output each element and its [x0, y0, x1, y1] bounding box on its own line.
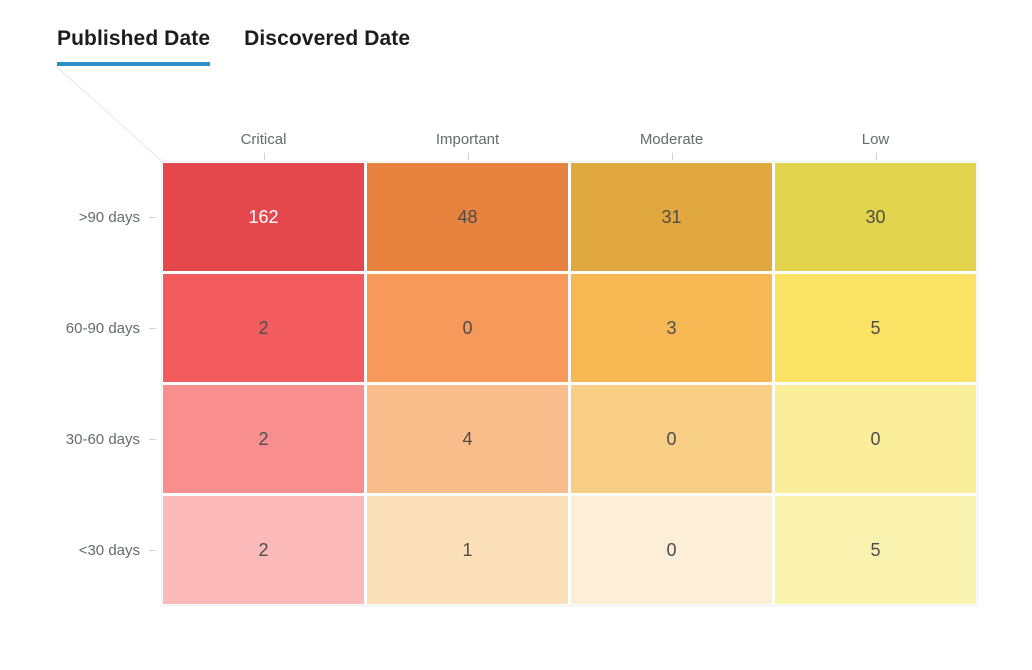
heatmap-cell-<30-days-moderate[interactable]: 0: [571, 496, 772, 604]
heatmap-cell->90-days-important[interactable]: 48: [367, 163, 568, 271]
heatmap-cell-30-60-days-moderate[interactable]: 0: [571, 385, 772, 493]
heatmap-cell-60-90-days-moderate[interactable]: 3: [571, 274, 772, 382]
heatmap-cell-60-90-days-critical[interactable]: 2: [163, 274, 364, 382]
heatmap-cell-<30-days-low[interactable]: 5: [775, 496, 976, 604]
heatmap-cell-30-60-days-critical[interactable]: 2: [163, 385, 364, 493]
heatmap-cell-60-90-days-low[interactable]: 5: [775, 274, 976, 382]
heatmap-column-headers: Critical Important Moderate Low: [163, 130, 976, 160]
tab-published-date[interactable]: Published Date: [57, 27, 211, 66]
column-header-moderate: Moderate: [571, 130, 772, 160]
heatmap-cell->90-days-critical[interactable]: 162: [163, 163, 364, 271]
heatmap-cell-30-60-days-important[interactable]: 4: [367, 385, 568, 493]
row-label-3: <30 days: [0, 496, 156, 604]
heatmap-cell->90-days-moderate[interactable]: 31: [571, 163, 772, 271]
row-label-0: >90 days: [0, 163, 156, 271]
date-mode-tabs: Published Date Discovered Date: [57, 27, 410, 66]
column-header-important: Important: [367, 130, 568, 160]
column-header-critical: Critical: [163, 130, 364, 160]
row-label-2: 30-60 days: [0, 385, 156, 493]
heatmap-cell-<30-days-important[interactable]: 1: [367, 496, 568, 604]
heatmap-row-labels: >90 days 60-90 days 30-60 days <30 days: [0, 163, 156, 604]
tab-discovered-date[interactable]: Discovered Date: [244, 27, 411, 50]
diagonal-guide-line: [56, 66, 165, 164]
heatmap-cell-<30-days-critical[interactable]: 2: [163, 496, 364, 604]
row-label-1: 60-90 days: [0, 274, 156, 382]
heatmap-grid: 162 48 31 30 2 0 3 5 2 4 0 0 2 1 0 5: [161, 161, 978, 606]
column-header-low: Low: [775, 130, 976, 160]
heatmap-cell->90-days-low[interactable]: 30: [775, 163, 976, 271]
heatmap-cell-30-60-days-low[interactable]: 0: [775, 385, 976, 493]
heatmap-cell-60-90-days-important[interactable]: 0: [367, 274, 568, 382]
